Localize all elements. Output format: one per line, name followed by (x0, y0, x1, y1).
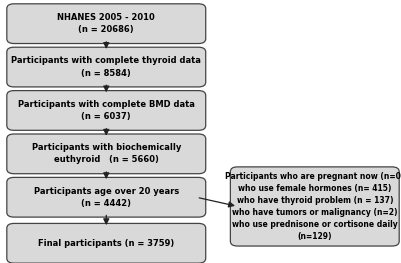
Text: NHANES 2005 - 2010
(n = 20686): NHANES 2005 - 2010 (n = 20686) (57, 13, 155, 34)
Text: Participants with complete BMD data
(n = 6037): Participants with complete BMD data (n =… (18, 100, 195, 121)
FancyBboxPatch shape (7, 134, 206, 174)
FancyBboxPatch shape (7, 47, 206, 87)
Text: Final participants (n = 3759): Final participants (n = 3759) (38, 239, 174, 248)
Text: Participants age over 20 years
(n = 4442): Participants age over 20 years (n = 4442… (34, 187, 179, 208)
FancyBboxPatch shape (7, 90, 206, 130)
FancyBboxPatch shape (7, 177, 206, 217)
FancyBboxPatch shape (7, 4, 206, 43)
Text: Participants who are pregnant now (n=0)
who use female hormones (n= 415)
who hav: Participants who are pregnant now (n=0) … (225, 171, 401, 241)
Text: Participants with complete thyroid data
(n = 8584): Participants with complete thyroid data … (11, 57, 201, 78)
Text: Participants with biochemically
euthyroid   (n = 5660): Participants with biochemically euthyroi… (32, 143, 181, 164)
FancyBboxPatch shape (7, 224, 206, 263)
FancyBboxPatch shape (230, 167, 399, 246)
